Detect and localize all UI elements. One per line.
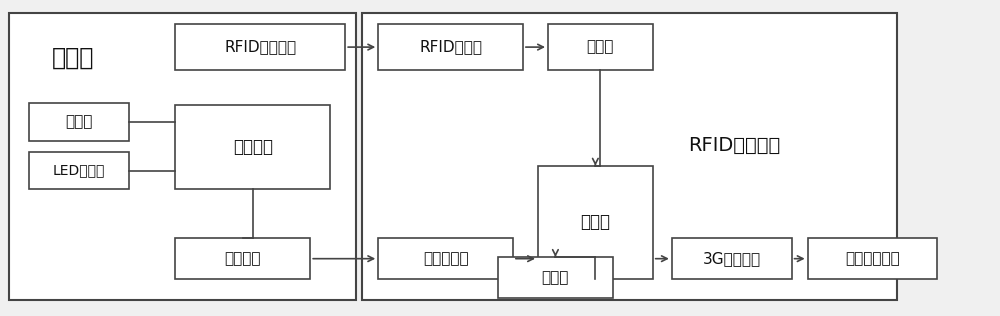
Text: 个人移动终端: 个人移动终端 [845,251,900,266]
Text: 蜂鸣器: 蜂鸣器 [65,114,92,129]
FancyBboxPatch shape [538,166,653,279]
FancyBboxPatch shape [175,24,345,70]
Text: 蓝牙模块: 蓝牙模块 [225,251,261,266]
Text: 数据库: 数据库 [542,270,569,285]
Text: RFID电子标签: RFID电子标签 [224,40,296,55]
FancyBboxPatch shape [672,238,792,279]
FancyBboxPatch shape [808,238,937,279]
FancyBboxPatch shape [9,13,356,300]
FancyBboxPatch shape [29,103,129,141]
FancyBboxPatch shape [362,13,897,300]
FancyBboxPatch shape [378,238,513,279]
FancyBboxPatch shape [498,257,613,298]
Text: 解码器: 解码器 [587,40,614,55]
Text: 学生卡: 学生卡 [51,45,94,69]
FancyBboxPatch shape [29,152,129,190]
Text: 蓝牙适配器: 蓝牙适配器 [423,251,468,266]
Text: 微处理器: 微处理器 [233,138,273,156]
Text: RFID解读器: RFID解读器 [419,40,482,55]
FancyBboxPatch shape [175,238,310,279]
FancyBboxPatch shape [175,105,330,190]
Text: RFID识别装置: RFID识别装置 [689,136,781,155]
FancyBboxPatch shape [378,24,523,70]
Text: LED指示灯: LED指示灯 [52,164,105,178]
Text: 控制器: 控制器 [580,214,610,232]
Text: 3G通信模块: 3G通信模块 [703,251,761,266]
FancyBboxPatch shape [548,24,653,70]
